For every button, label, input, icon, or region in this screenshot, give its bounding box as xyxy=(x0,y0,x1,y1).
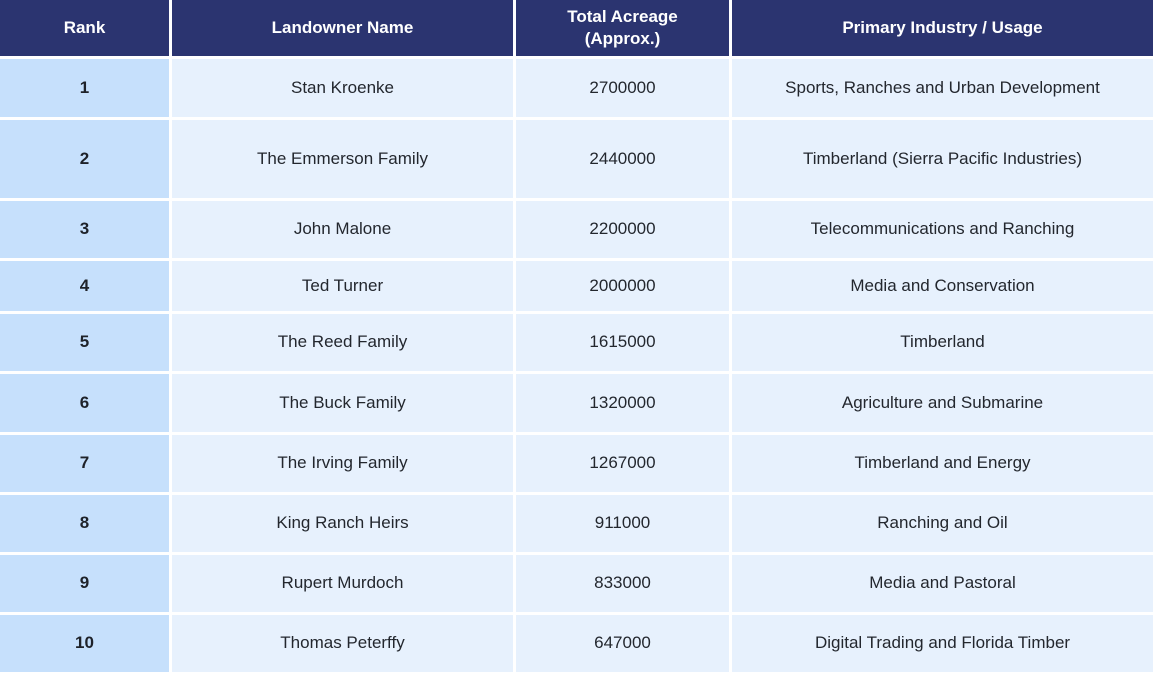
acreage-cell: 1615000 xyxy=(516,314,729,371)
landowner-name-cell: John Malone xyxy=(172,201,513,258)
rank-cell: 5 xyxy=(0,314,169,371)
acreage-cell: 1267000 xyxy=(516,435,729,492)
landowner-name-cell: The Buck Family xyxy=(172,374,513,432)
column-header-total-acreage: Total Acreage (Approx.) xyxy=(516,0,729,56)
column-header-rank: Rank xyxy=(0,0,169,56)
landowner-name-cell: Rupert Murdoch xyxy=(172,555,513,612)
landowner-name-cell: King Ranch Heirs xyxy=(172,495,513,552)
column-header-primary-industry: Primary Industry / Usage xyxy=(732,0,1153,56)
acreage-cell: 2000000 xyxy=(516,261,729,311)
landowner-name-cell: Stan Kroenke xyxy=(172,59,513,117)
industry-cell: Timberland (Sierra Pacific Industries) xyxy=(732,120,1153,198)
acreage-cell: 911000 xyxy=(516,495,729,552)
rank-cell: 3 xyxy=(0,201,169,258)
industry-cell: Ranching and Oil xyxy=(732,495,1153,552)
acreage-cell: 2700000 xyxy=(516,59,729,117)
landowner-name-cell: The Reed Family xyxy=(172,314,513,371)
landowner-name-cell: The Irving Family xyxy=(172,435,513,492)
rank-cell: 4 xyxy=(0,261,169,311)
acreage-cell: 647000 xyxy=(516,615,729,672)
acreage-cell: 2440000 xyxy=(516,120,729,198)
industry-cell: Agriculture and Submarine xyxy=(732,374,1153,432)
industry-cell: Media and Conservation xyxy=(732,261,1153,311)
rank-cell: 2 xyxy=(0,120,169,198)
industry-cell: Timberland xyxy=(732,314,1153,371)
landowner-name-cell: The Emmerson Family xyxy=(172,120,513,198)
industry-cell: Media and Pastoral xyxy=(732,555,1153,612)
rank-cell: 6 xyxy=(0,374,169,432)
landowner-name-cell: Ted Turner xyxy=(172,261,513,311)
industry-cell: Timberland and Energy xyxy=(732,435,1153,492)
industry-cell: Telecommunications and Ranching xyxy=(732,201,1153,258)
acreage-cell: 2200000 xyxy=(516,201,729,258)
industry-cell: Sports, Ranches and Urban Development xyxy=(732,59,1153,117)
rank-cell: 7 xyxy=(0,435,169,492)
rank-cell: 8 xyxy=(0,495,169,552)
acreage-cell: 1320000 xyxy=(516,374,729,432)
rank-cell: 1 xyxy=(0,59,169,117)
landowner-name-cell: Thomas Peterffy xyxy=(172,615,513,672)
rank-cell: 10 xyxy=(0,615,169,672)
rank-cell: 9 xyxy=(0,555,169,612)
column-header-landowner-name: Landowner Name xyxy=(172,0,513,56)
acreage-cell: 833000 xyxy=(516,555,729,612)
industry-cell: Digital Trading and Florida Timber xyxy=(732,615,1153,672)
